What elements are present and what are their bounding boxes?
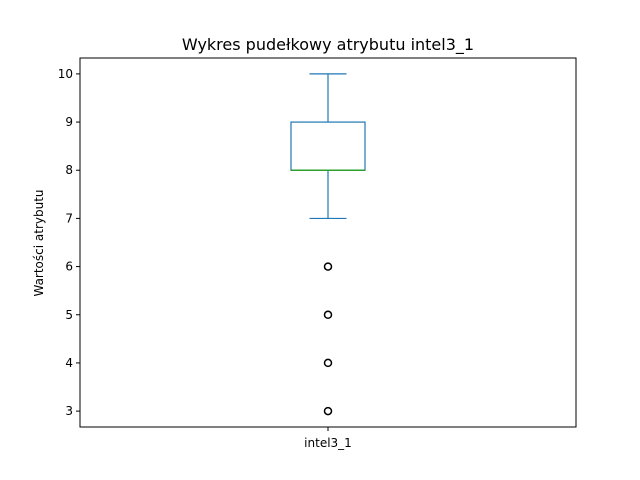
- y-tick-label-5: 8: [65, 163, 73, 177]
- chart-title: Wykres pudełkowy atrybutu intel3_1: [182, 35, 474, 55]
- outlier-point-1: [323, 310, 333, 320]
- y-tick-label-2: 5: [65, 308, 73, 322]
- y-axis-label: Wartości atrybutu: [32, 189, 46, 296]
- y-tick-label-1: 4: [65, 356, 73, 370]
- outlier-point-2: [323, 358, 333, 368]
- y-tick-label-4: 7: [65, 211, 73, 225]
- x-tick-label-0: intel3_1: [304, 436, 352, 450]
- outlier-point-0: [323, 262, 333, 271]
- box-group: [290, 73, 366, 416]
- y-tick-label-7: 10: [58, 67, 73, 81]
- outlier-point-3: [323, 406, 333, 416]
- x-axis: intel3_1: [304, 427, 352, 450]
- y-tick-label-3: 6: [65, 260, 73, 274]
- y-tick-label-0: 3: [65, 404, 73, 418]
- y-axis: 3 4 5 6 7 8 9 10: [58, 67, 80, 418]
- y-tick-label-6: 9: [65, 115, 73, 129]
